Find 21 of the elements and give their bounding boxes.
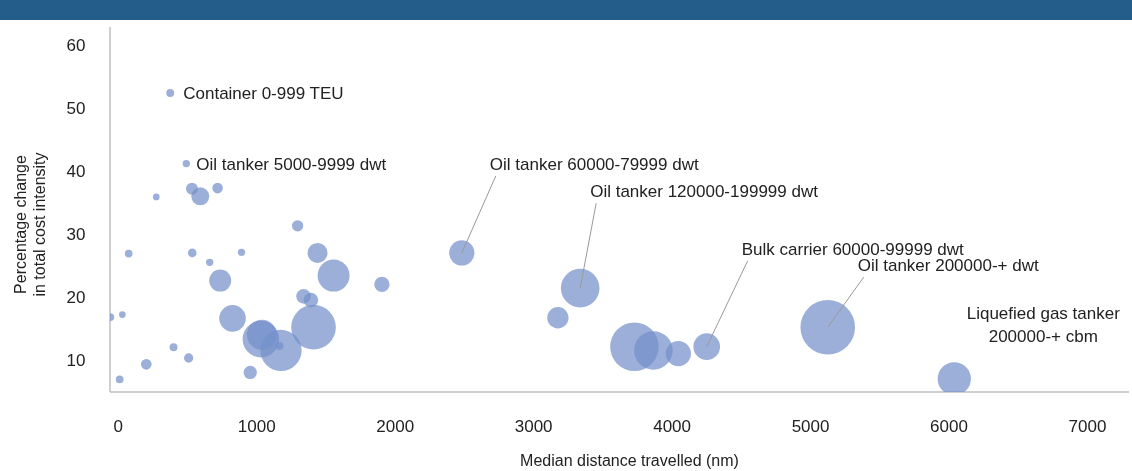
y-tick-label: 40 bbox=[66, 162, 86, 182]
annotation: Container 0-999 TEU bbox=[183, 83, 344, 103]
x-tick-label: 3000 bbox=[514, 416, 553, 436]
x-axis-title: Median distance travelled (nm) bbox=[520, 451, 739, 469]
x-tick-label: 0 bbox=[113, 416, 124, 436]
annotation: Oil tanker 120000-199999 dwt bbox=[590, 181, 819, 201]
x-tick-label: 1000 bbox=[237, 416, 276, 436]
x-tick-label: 5000 bbox=[791, 416, 830, 436]
annotation: Liquefied gas tanker 200000-+ cbm bbox=[966, 303, 1121, 346]
y-tick-label: 10 bbox=[66, 351, 86, 371]
x-tick-label: 2000 bbox=[376, 416, 415, 436]
annotation: Oil tanker 5000-9999 dwt bbox=[196, 154, 387, 174]
y-axis-title: Percentage change in total cost intensity bbox=[12, 152, 48, 297]
x-tick-label: 6000 bbox=[930, 416, 968, 436]
annotation: Oil tanker 60000-79999 dwt bbox=[489, 154, 699, 174]
y-tick-label: 60 bbox=[66, 36, 86, 56]
y-tick-label: 20 bbox=[66, 288, 86, 308]
y-tick-label: 30 bbox=[66, 225, 86, 245]
x-tick-label: 7000 bbox=[1068, 416, 1107, 436]
y-tick-label: 50 bbox=[66, 99, 86, 119]
x-tick-label: 4000 bbox=[653, 416, 692, 436]
